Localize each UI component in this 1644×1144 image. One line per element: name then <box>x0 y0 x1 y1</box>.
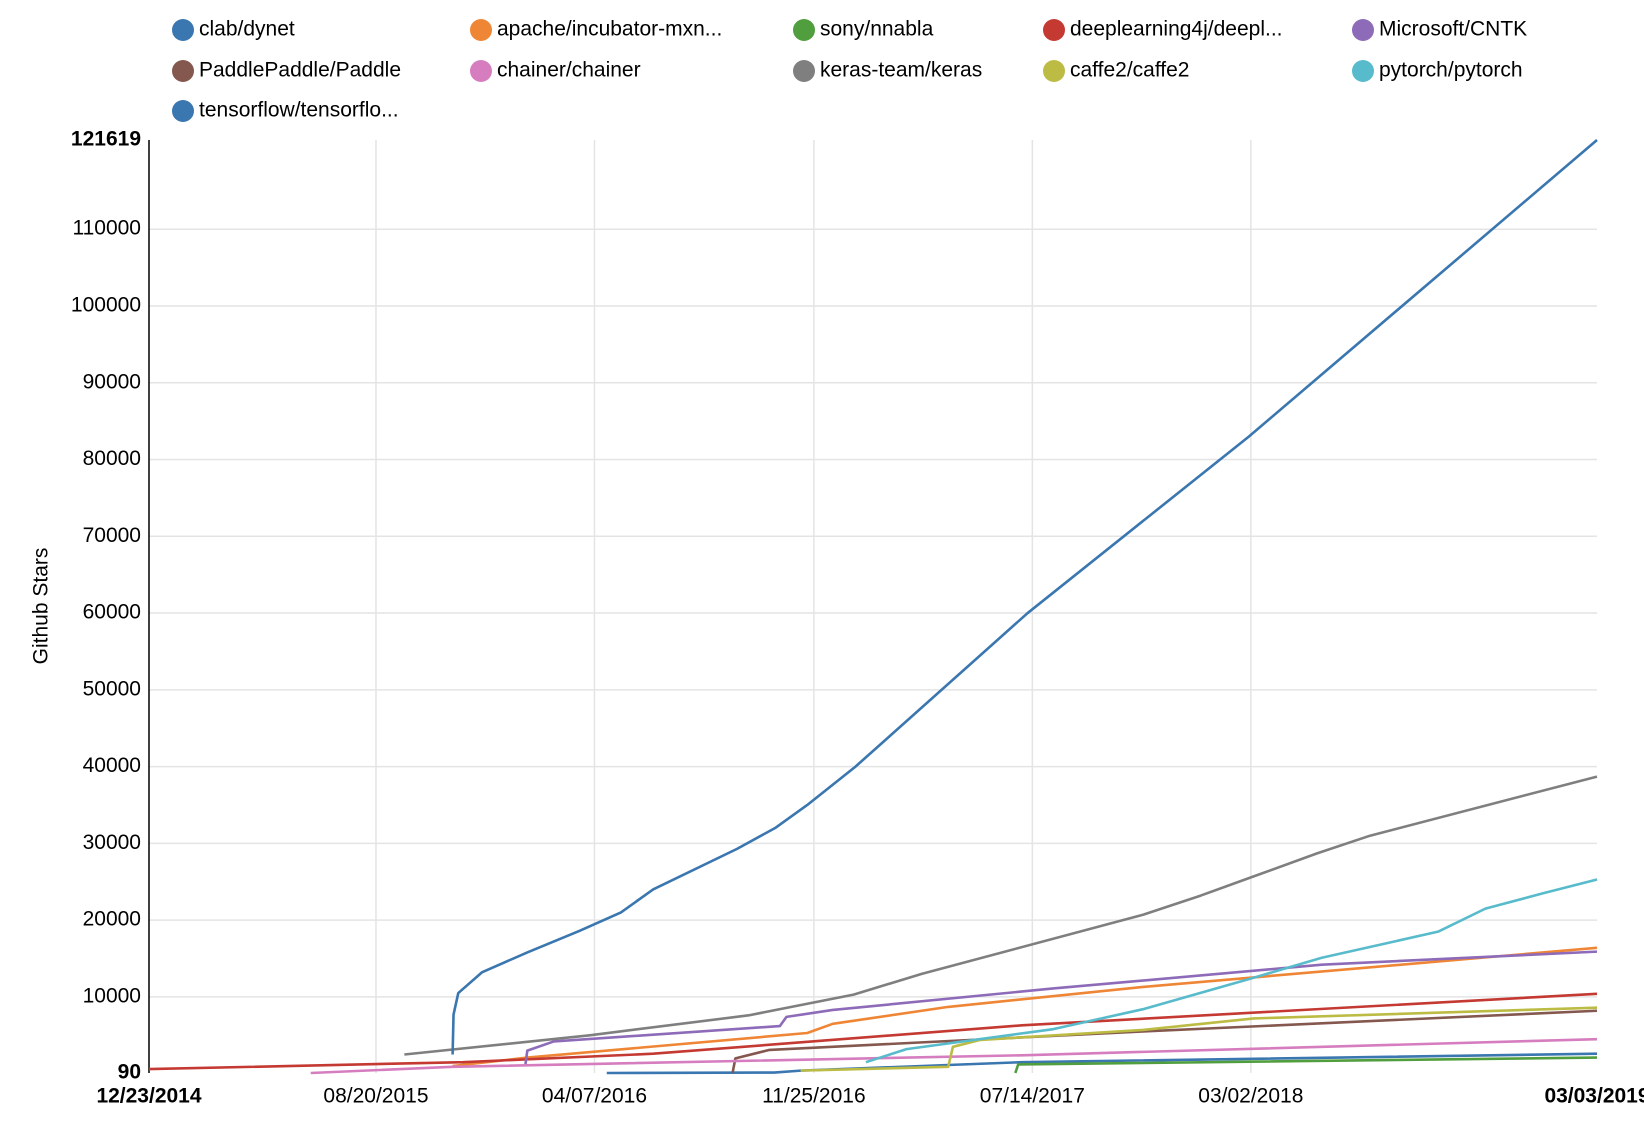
y-tick-label: 100000 <box>71 294 141 317</box>
legend-label[interactable]: apache/incubator-mxn... <box>497 18 722 41</box>
legend-swatch[interactable] <box>1043 19 1065 41</box>
y-tick-label: 40000 <box>83 754 141 777</box>
legend-label[interactable]: caffe2/caffe2 <box>1070 59 1190 82</box>
series-line <box>310 1037 1598 1075</box>
legend-swatch[interactable] <box>1043 60 1065 82</box>
x-tick-label: 04/07/2016 <box>542 1085 647 1108</box>
legend-item[interactable]: pytorch/pytorch <box>1352 59 1523 82</box>
y-tick-label: 60000 <box>83 601 141 624</box>
series-line <box>731 1009 1598 1074</box>
x-tick-label: 11/25/2016 <box>762 1085 866 1108</box>
legend-label[interactable]: deeplearning4j/deepl... <box>1070 18 1283 41</box>
legend-label[interactable]: pytorch/pytorch <box>1379 59 1523 82</box>
x-limit-label: 12/23/2014 <box>96 1085 201 1108</box>
legend-swatch[interactable] <box>172 19 194 41</box>
legend-label[interactable]: chainer/chainer <box>497 59 641 82</box>
y-tick-label: 50000 <box>83 677 141 700</box>
legend-label[interactable]: keras-team/keras <box>820 59 982 82</box>
legend-label[interactable]: clab/dynet <box>199 18 295 41</box>
legend-item[interactable]: clab/dynet <box>172 18 295 41</box>
legend-swatch[interactable] <box>793 60 815 82</box>
y-limit-label: 90 <box>118 1061 141 1084</box>
series-line <box>865 878 1598 1064</box>
y-tick-label: 30000 <box>83 831 141 854</box>
axes: 10000 20000 30000 40000 50000 60000 70000 80000… <box>71 128 1644 1108</box>
y-tick-label: 110000 <box>72 217 141 240</box>
y-tick-label: 90000 <box>83 370 141 393</box>
series-line <box>451 139 1598 1055</box>
legend-item[interactable]: chainer/chainer <box>470 59 641 82</box>
legend-swatch[interactable] <box>172 100 194 122</box>
legend-swatch[interactable] <box>1352 19 1374 41</box>
y-tick-label: 80000 <box>83 447 141 470</box>
legend-item[interactable]: deeplearning4j/deepl... <box>1043 18 1283 41</box>
series-line <box>452 946 1598 1068</box>
legend-label[interactable]: PaddlePaddle/Paddle <box>199 59 401 82</box>
legend-item[interactable]: apache/incubator-mxn... <box>470 18 722 41</box>
legend-item[interactable]: tensorflow/tensorflo... <box>172 99 399 122</box>
series-line <box>1014 1056 1598 1074</box>
lines <box>148 139 1598 1075</box>
y-tick-label: 70000 <box>83 524 141 547</box>
x-tick-label: 08/20/2015 <box>323 1085 428 1108</box>
legend-item[interactable]: keras-team/keras <box>793 59 982 82</box>
legend-item[interactable]: caffe2/caffe2 <box>1043 59 1190 82</box>
legend-label[interactable]: Microsoft/CNTK <box>1379 18 1527 41</box>
series-line <box>404 775 1598 1056</box>
legend-label[interactable]: tensorflow/tensorflo... <box>199 99 399 122</box>
x-limit-label: 03/03/2019 <box>1544 1085 1644 1108</box>
legend-swatch[interactable] <box>470 19 492 41</box>
y-tick-label: 20000 <box>83 908 141 931</box>
y-tick-label: 10000 <box>83 984 141 1007</box>
legend-item[interactable]: PaddlePaddle/Paddle <box>172 59 401 82</box>
series-line <box>524 950 1598 1065</box>
legend-item[interactable]: Microsoft/CNTK <box>1352 18 1527 41</box>
x-tick-label: 03/02/2018 <box>1198 1085 1303 1108</box>
legend-swatch[interactable] <box>1352 60 1374 82</box>
legend-item[interactable]: sony/nnabla <box>793 18 934 41</box>
series-line <box>148 992 1598 1071</box>
x-tick-label: 07/14/2017 <box>980 1085 1085 1108</box>
y-limit-label: 121619 <box>71 128 141 151</box>
legend-label[interactable]: sony/nnabla <box>820 18 934 41</box>
legend: clab/dynet apache/incubator-mxn... sony/nn… <box>172 18 1527 122</box>
legend-swatch[interactable] <box>172 60 194 82</box>
legend-swatch[interactable] <box>470 60 492 82</box>
grid <box>149 140 1597 1073</box>
legend-swatch[interactable] <box>793 19 815 41</box>
y-axis-label: Github Stars <box>30 548 53 665</box>
